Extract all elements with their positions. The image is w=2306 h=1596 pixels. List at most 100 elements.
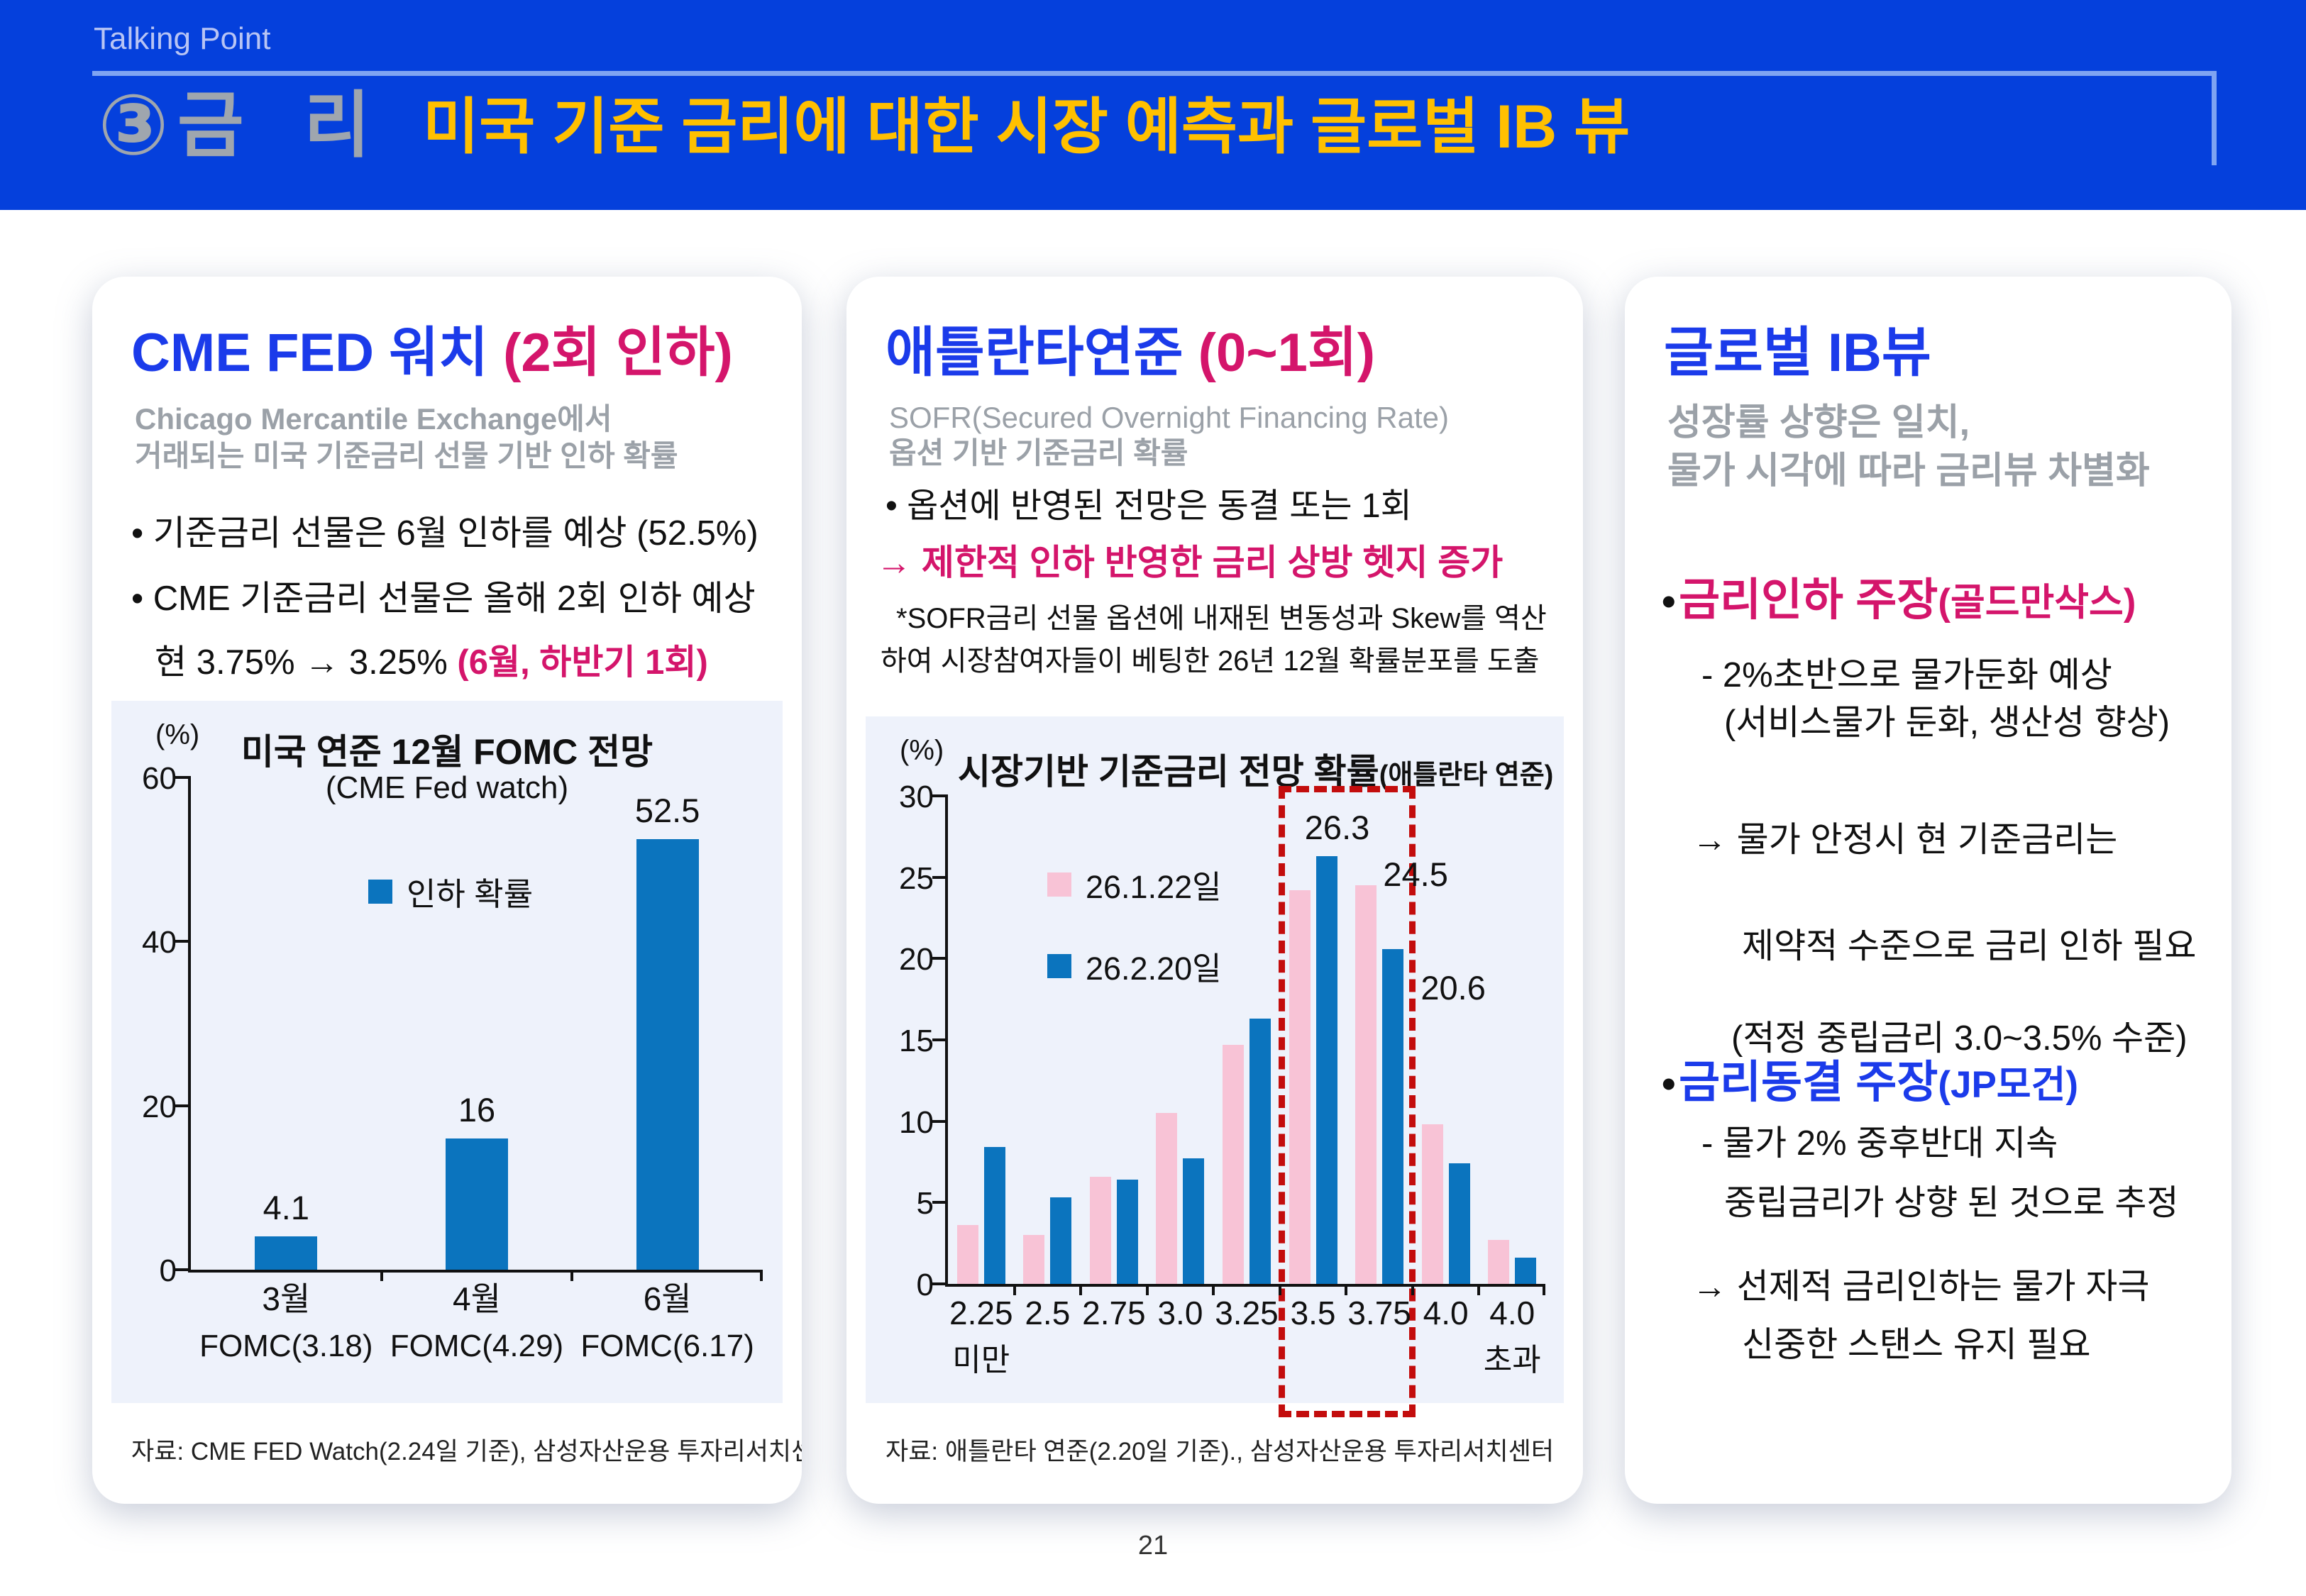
y-axis-tick-label: 5 xyxy=(916,1186,934,1221)
card1-bullet-2: • CME 기준금리 선물은 올해 2회 인하 예상 xyxy=(131,580,756,618)
card2-subtitle-1: SOFR(Secured Overnight Financing Rate) xyxy=(889,401,1449,434)
x-axis-label: 4월 xyxy=(453,1280,501,1317)
y-axis-tick-mark xyxy=(932,794,948,797)
bar-value-label: 20.6 xyxy=(1420,968,1486,1007)
y-axis-tick-label: 25 xyxy=(899,860,934,896)
card3-subtitle-1: 성장률 상향은 일치, xyxy=(1667,402,1970,443)
x-axis-tick-mark xyxy=(760,1270,763,1281)
card1-bullet-1: • 기준금리 선물은 6월 인하를 예상 (52.5%) xyxy=(131,514,758,553)
fomc-chart-plot: 인하 확률 0 20 40 60 4.1 16 52.5 3월 FOMC(3.18) 4월 FOMC… xyxy=(142,763,763,1362)
card1-subtitle-1: Chicago Mercantile Exchange에서 xyxy=(135,402,612,436)
bar-value-label: 4.1 xyxy=(263,1188,309,1226)
y-axis-tick-label: 0 xyxy=(916,1268,934,1302)
ib-cut-arrow-2: 제약적 수준으로 금리 인하 필요 xyxy=(1742,927,2197,965)
legend-swatch-icon xyxy=(1047,872,1071,897)
chart-unit-label: (%) xyxy=(155,719,200,750)
bar-26.2.20일-2.75 xyxy=(1116,1180,1138,1284)
card2-bullet-1: • 옵션에 반영된 전망은 동결 또는 1회 xyxy=(886,487,1412,525)
card3-title: 글로벌 IB뷰 xyxy=(1664,323,1931,383)
card-cme-fed-watch: CME FED 워치 (2회 인하) Chicago Mercantile Ex… xyxy=(92,277,802,1504)
card1-source: 자료: CME FED Watch(2.24일 기준), 삼성자산운용 투자리서… xyxy=(131,1438,802,1465)
y-axis-tick-label: 60 xyxy=(142,761,177,796)
bar-26.1.22일-2.75 xyxy=(1089,1176,1111,1284)
card2-arrow-line: → 제한적 인하 반영한 금리 상방 헷지 증가 xyxy=(876,543,1504,582)
legend-label: 인하 확률 xyxy=(407,876,534,912)
ib-hold-sub-1: - 물가 2% 중후반대 지속 xyxy=(1701,1124,2058,1163)
x-axis-tick-mark xyxy=(1145,1284,1149,1295)
ib-view-cut-heading: • 금리인하 주장(골드만삭스) xyxy=(1662,575,2136,625)
card2-source: 자료: 애틀란타 연준(2.20일 기준)., 삼성자산운용 투자리서치센터 xyxy=(886,1438,1555,1465)
x-axis-tick-mark xyxy=(1477,1284,1481,1295)
bar-26.1.22일-3.5 xyxy=(1289,890,1311,1284)
legend-item: 26.2.20일 xyxy=(1047,943,1222,989)
bar-26.1.22일-4.0 xyxy=(1421,1124,1443,1284)
legend-label: 26.2.20일 xyxy=(1086,951,1222,987)
bar-26.1.22일-2.25 xyxy=(956,1225,978,1284)
x-axis-label: 6월 xyxy=(643,1280,692,1317)
section-label: 금 리 xyxy=(177,85,390,166)
ib-hold-arrow-2: 신중한 스탠스 유지 필요 xyxy=(1742,1326,2091,1364)
card1-bullet-2-cont: 현 3.75% → 3.25% (6월, 하반기 1회) xyxy=(155,643,708,682)
x-axis-sublabel: 초과 xyxy=(1483,1343,1541,1378)
x-axis-tick-mark xyxy=(1013,1284,1016,1295)
bar-26.2.20일-2.25 xyxy=(983,1147,1005,1284)
header-underline xyxy=(92,71,2217,76)
card2-note-2: 하여 시장참여자들이 베팅한 26년 12월 확률분포를 도출 xyxy=(881,645,1540,677)
card3-subtitle-2: 물가 시각에 따라 금리뷰 차별화 xyxy=(1667,450,2150,492)
x-axis-tick-mark xyxy=(1278,1284,1281,1295)
bar-인하 확률-3월 xyxy=(255,1236,318,1270)
x-axis-tick-mark xyxy=(380,1270,383,1281)
legend-swatch-icon xyxy=(1047,953,1071,978)
x-axis-label: 3.75 xyxy=(1347,1295,1411,1331)
y-axis-tick-label: 10 xyxy=(899,1104,934,1140)
bar-26.1.22일-3.75 xyxy=(1355,885,1377,1284)
card1-title: CME FED 워치 (2회 인하) xyxy=(131,323,733,383)
highlight-dashed-box xyxy=(1278,786,1416,1417)
ib-hold-arrow-1: → 선제적 금리인하는 물가 자극 xyxy=(1692,1268,2150,1306)
header-band: Talking Point ③ 금 리 미국 기준 금리에 대한 시장 예측과 … xyxy=(0,0,2306,210)
card1-subtitle-2: 거래되는 미국 기준금리 선물 기반 인하 확률 xyxy=(135,439,678,472)
bar-26.2.20일-2.5 xyxy=(1050,1197,1072,1284)
card-atlanta-fed: 애틀란타연준 (0~1회) SOFR(Secured Overnight Fin… xyxy=(846,277,1583,1504)
y-axis-tick-mark xyxy=(932,1038,948,1041)
y-axis-tick-mark xyxy=(932,957,948,960)
x-axis-label: 2.25 xyxy=(949,1295,1013,1331)
y-axis-tick-mark xyxy=(932,1119,948,1123)
bar-26.1.22일-3.0 xyxy=(1156,1113,1178,1284)
y-axis-tick-label: 20 xyxy=(899,942,934,977)
ib-cut-sub-1: - 2%초반으로 물가둔화 예상 xyxy=(1701,656,2112,694)
x-axis-tick-mark xyxy=(570,1270,574,1281)
x-axis-tick-mark xyxy=(1212,1284,1215,1295)
card2-note-1: *SOFR금리 선물 옵션에 내재된 변동성과 Skew를 역산 xyxy=(896,603,1547,634)
bar-26.2.20일-4.0 xyxy=(1515,1258,1537,1284)
ib-hold-sub-2: 중립금리가 상향 된 것으로 추정 xyxy=(1724,1184,2179,1222)
bar-26.1.22일-3.25 xyxy=(1223,1044,1244,1284)
legend-label: 26.1.22일 xyxy=(1086,869,1222,905)
x-axis-label: 4.0 xyxy=(1423,1295,1469,1331)
bar-26.1.22일-4.0 xyxy=(1488,1240,1510,1284)
x-axis-label: 3.5 xyxy=(1290,1295,1336,1331)
bar-value-label: 24.5 xyxy=(1383,855,1448,894)
x-axis-label: 3월 xyxy=(262,1280,311,1317)
card2-title: 애틀란타연준 (0~1회) xyxy=(886,323,1376,383)
x-axis-tick-mark xyxy=(1079,1284,1083,1295)
eyebrow-label: Talking Point xyxy=(94,21,271,56)
chart-legend: 인하 확률 xyxy=(368,868,533,914)
legend-item: 인하 확률 xyxy=(368,868,533,914)
y-axis-tick-label: 30 xyxy=(899,780,934,814)
ib-cut-arrow-1: → 물가 안정시 현 기준금리는 xyxy=(1692,821,2118,859)
atlanta-chart-plot: 26.1.22일 26.2.20일 0 5 10 15 20 25 30 26.3 24.5 20.… xyxy=(899,782,1545,1417)
legend-swatch-icon xyxy=(368,879,392,904)
x-axis-label: 4.0 xyxy=(1489,1295,1535,1331)
x-axis-label: 2.5 xyxy=(1025,1295,1071,1331)
card-global-ib-view: 글로벌 IB뷰 성장률 상향은 일치, 물가 시각에 따라 금리뷰 차별화 • … xyxy=(1625,277,2231,1504)
bar-26.2.20일-3.75 xyxy=(1382,948,1404,1284)
y-axis-tick-label: 0 xyxy=(159,1253,177,1288)
bar-26.2.20일-3.25 xyxy=(1249,1019,1271,1284)
y-axis-tick-label: 40 xyxy=(142,925,177,960)
ib-cut-arrow-3: (적정 중립금리 3.0~3.5% 수준) xyxy=(1731,1019,2188,1058)
bar-value-label: 26.3 xyxy=(1304,808,1370,846)
chart-title: 시장기반 기준금리 전망 확률(애틀란타 연준) xyxy=(958,752,1554,792)
x-axis-label: 2.75 xyxy=(1082,1295,1146,1331)
